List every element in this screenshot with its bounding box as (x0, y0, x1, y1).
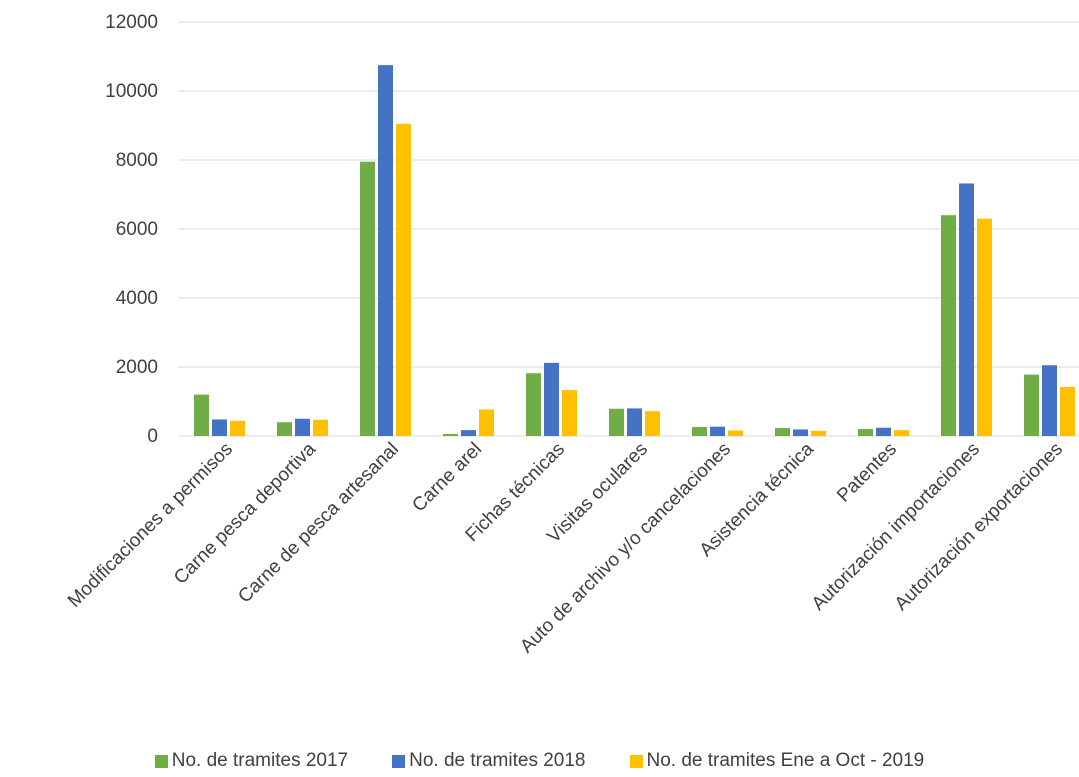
bar (544, 362, 559, 436)
bar (793, 429, 808, 436)
bar (479, 409, 494, 436)
x-tick-label: Autorización importaciones (808, 439, 984, 615)
bar (811, 430, 826, 436)
legend-item-2017: No. de tramites 2017 (154, 750, 349, 772)
bar (443, 433, 458, 436)
bar (728, 430, 743, 436)
y-axis-tick-labels: 0 2000 4000 6000 8000 10000 12000 (105, 12, 158, 447)
bar (894, 430, 909, 436)
bar (562, 390, 577, 436)
legend-item-2019: No. de tramites Ene a Oct - 2019 (629, 750, 925, 772)
legend-label-2019: No. de tramites Ene a Oct - 2019 (646, 750, 925, 771)
legend-item-2018: No. de tramites 2018 (392, 750, 586, 772)
bar (212, 419, 227, 436)
bar (230, 420, 245, 436)
x-tick-label: Carne pesca deportiva (170, 438, 320, 588)
bar (959, 183, 974, 436)
legend-swatch-2018 (392, 754, 406, 768)
bar (941, 215, 956, 436)
x-tick-label: Autorización exportaciones (891, 439, 1067, 615)
y-tick-label: 0 (147, 426, 158, 447)
y-tick-label: 4000 (116, 288, 158, 309)
bar (692, 427, 707, 436)
x-tick-label: Carne arel (408, 439, 486, 517)
bar (295, 418, 310, 436)
x-tick-label: Carne de pesca artesanal (234, 439, 403, 608)
bar (461, 430, 476, 436)
bar (1042, 365, 1057, 436)
bar (876, 427, 891, 436)
legend-label-2018: No. de tramites 2018 (409, 750, 586, 771)
y-tick-label: 2000 (116, 357, 158, 378)
bar (710, 426, 725, 436)
y-tick-label: 10000 (105, 81, 158, 102)
bar (526, 373, 541, 436)
bar (396, 123, 411, 437)
bar (378, 65, 393, 436)
y-tick-label: 6000 (116, 219, 158, 240)
x-tick-label: Patentes (833, 439, 901, 507)
bar (360, 161, 375, 436)
bars (194, 65, 1075, 437)
bar (194, 394, 209, 436)
bar (609, 408, 624, 436)
gridlines (178, 21, 1079, 437)
bar (627, 408, 642, 436)
bar (977, 218, 992, 436)
bar (858, 429, 873, 436)
bar (1060, 387, 1075, 436)
legend-swatch-2017 (154, 754, 168, 768)
bar (1024, 374, 1039, 436)
legend-swatch-2019 (629, 754, 643, 768)
bar (313, 419, 328, 436)
bar (775, 428, 790, 436)
bar (645, 411, 660, 436)
y-tick-label: 8000 (116, 150, 158, 171)
x-tick-label: Modificaciones a permisos (64, 439, 237, 612)
y-tick-label: 12000 (105, 12, 158, 33)
legend: No. de tramites 2017 No. de tramites 201… (0, 748, 1079, 774)
legend-label-2017: No. de tramites 2017 (171, 750, 349, 771)
bar (277, 422, 292, 436)
